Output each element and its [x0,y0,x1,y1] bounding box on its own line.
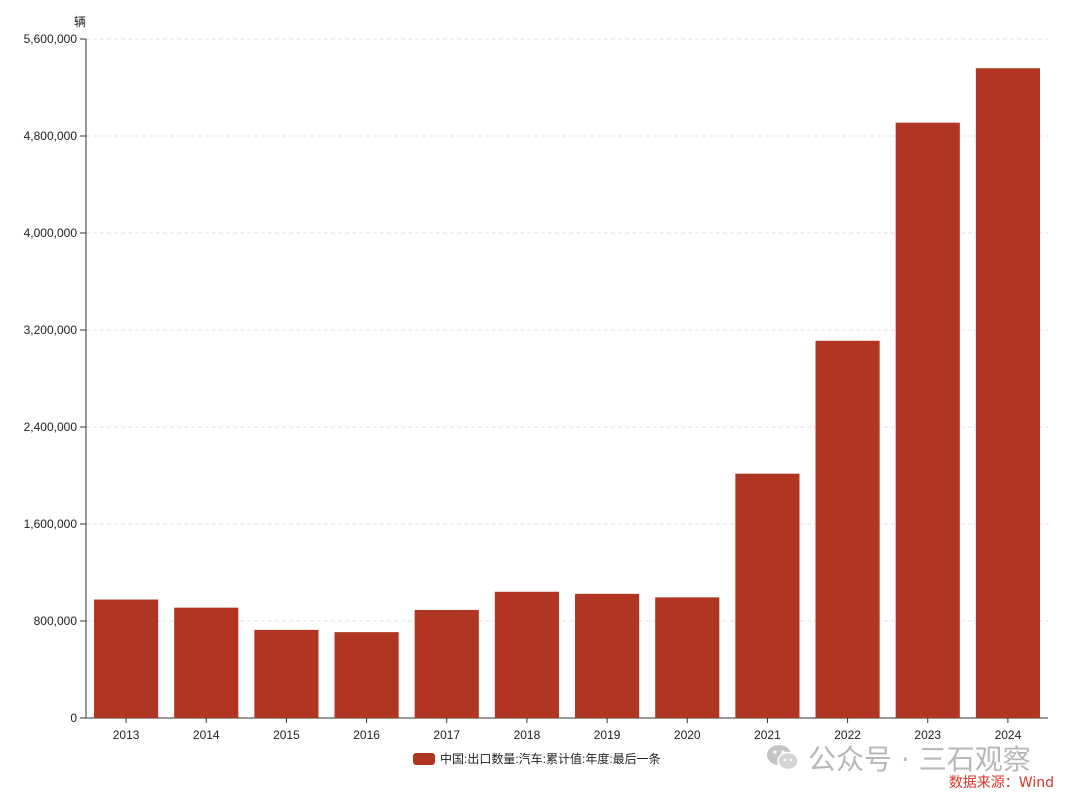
x-tick-label: 2021 [754,728,781,742]
bar [575,593,640,718]
x-tick-label: 2014 [193,728,220,742]
legend-swatch [413,753,435,765]
x-tick-label: 2015 [273,728,300,742]
bar [975,68,1040,718]
bar [94,599,159,718]
y-axis-label: 辆 [74,15,86,29]
bar [174,607,239,718]
bar [494,591,559,718]
data-source-label: 数据来源：Wind [948,775,1054,791]
x-tick-label: 2018 [514,728,541,742]
bar [334,632,399,718]
y-tick-label: 4,800,000 [24,129,78,143]
x-tick-label: 2023 [914,728,941,742]
y-tick-label: 3,200,000 [24,323,78,337]
bar [414,609,479,718]
y-tick-label: 1,600,000 [24,517,78,531]
watermark: 公众号 · 三石观察 [766,738,1031,778]
watermark-text: 公众号 · 三石观察 [808,743,1031,776]
x-tick-label: 2019 [594,728,621,742]
bar [254,629,319,718]
bar [655,597,720,718]
wechat-icon [766,743,800,773]
y-tick-label: 5,600,000 [24,32,78,46]
legend-label: 中国:出口数量:汽车:累计值:年度:最后一条 [440,751,661,766]
x-tick-label: 2016 [353,728,380,742]
x-tick-label: 2022 [834,728,861,742]
x-tick-label: 2020 [674,728,701,742]
bar [815,340,880,718]
y-tick-label: 0 [70,711,77,725]
y-tick-label: 800,000 [34,614,78,628]
x-tick-label: 2017 [433,728,460,742]
x-tick-label: 2013 [113,728,140,742]
y-tick-label: 2,400,000 [24,420,78,434]
x-tick-label: 2024 [995,728,1022,742]
y-tick-label: 4,000,000 [24,226,78,240]
bar [895,122,960,719]
bar [735,473,800,718]
